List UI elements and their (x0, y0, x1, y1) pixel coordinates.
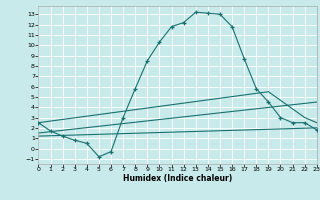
X-axis label: Humidex (Indice chaleur): Humidex (Indice chaleur) (123, 174, 232, 183)
